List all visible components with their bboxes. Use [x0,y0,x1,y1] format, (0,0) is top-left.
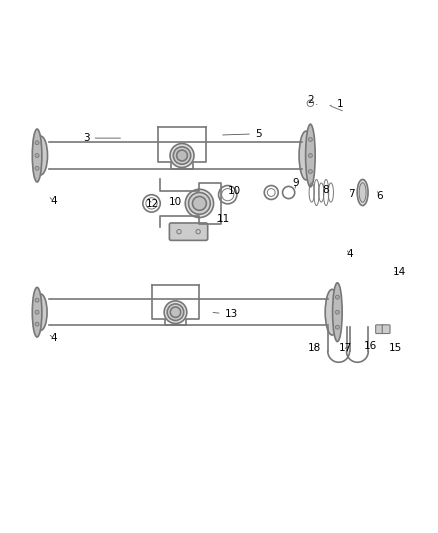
Ellipse shape [35,141,39,144]
Ellipse shape [173,147,191,164]
Ellipse shape [35,310,39,314]
Ellipse shape [299,131,313,180]
Text: 10: 10 [228,186,241,196]
Text: 14: 14 [393,266,406,277]
Ellipse shape [308,169,312,173]
Text: 18: 18 [308,343,321,353]
Ellipse shape [308,154,312,157]
Text: 4: 4 [346,249,353,260]
Ellipse shape [34,136,47,175]
Text: 1: 1 [330,99,343,109]
Text: 13: 13 [213,309,238,319]
Ellipse shape [336,295,339,299]
Ellipse shape [167,304,184,320]
Ellipse shape [325,289,339,335]
Text: 12: 12 [146,199,159,209]
Text: 2: 2 [307,95,317,105]
Ellipse shape [185,189,214,217]
FancyBboxPatch shape [382,325,390,334]
Ellipse shape [357,180,368,206]
Ellipse shape [32,129,42,182]
Text: 7: 7 [349,189,355,199]
Text: 8: 8 [322,185,329,195]
Ellipse shape [308,138,312,141]
Ellipse shape [336,310,339,314]
Ellipse shape [35,154,39,157]
Ellipse shape [177,150,187,161]
Text: 3: 3 [83,133,120,143]
Text: 16: 16 [364,341,377,351]
Text: 17: 17 [339,343,352,353]
Ellipse shape [332,283,342,342]
FancyBboxPatch shape [170,223,208,240]
Text: 10: 10 [169,197,182,207]
Ellipse shape [192,197,206,211]
Ellipse shape [170,143,194,167]
Ellipse shape [35,166,39,170]
Ellipse shape [34,294,47,330]
Ellipse shape [164,301,187,324]
Ellipse shape [35,322,39,326]
Ellipse shape [306,124,315,187]
Text: 6: 6 [376,191,382,200]
Text: 11: 11 [217,214,230,224]
Ellipse shape [359,183,366,203]
Text: 15: 15 [389,343,402,353]
Text: 9: 9 [293,178,299,188]
Ellipse shape [336,325,339,329]
Ellipse shape [35,298,39,302]
Ellipse shape [188,192,210,214]
Text: 5: 5 [223,129,261,139]
Ellipse shape [32,287,42,337]
Ellipse shape [170,307,181,318]
Text: 4: 4 [50,196,57,206]
Text: 4: 4 [50,333,57,343]
FancyBboxPatch shape [376,325,384,334]
